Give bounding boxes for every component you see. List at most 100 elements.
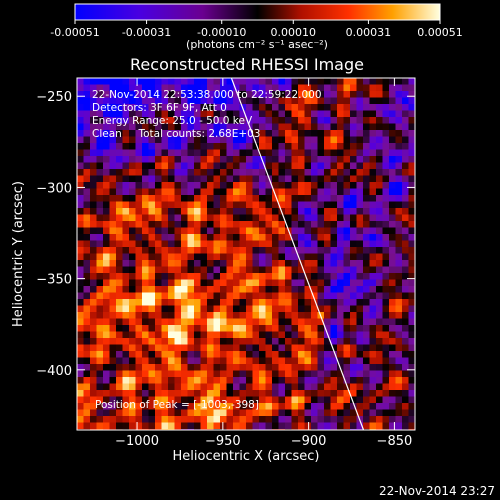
heatmap-cell — [90, 214, 98, 222]
heatmap-cell — [402, 234, 410, 242]
heatmap-cell — [389, 409, 397, 417]
heatmap-cell — [194, 130, 202, 138]
heatmap-cell — [109, 416, 117, 424]
heatmap-cell — [350, 162, 358, 170]
heatmap-cell — [155, 214, 163, 222]
heatmap-cell — [181, 299, 189, 307]
heatmap-cell — [330, 182, 338, 190]
heatmap-cell — [350, 123, 358, 131]
heatmap-cell — [155, 266, 163, 274]
heatmap-cell — [129, 201, 137, 209]
heatmap-cell — [278, 312, 286, 320]
heatmap-cell — [402, 97, 410, 105]
heatmap-cell — [246, 149, 254, 157]
heatmap-cell — [402, 149, 410, 157]
heatmap-cell — [135, 299, 143, 307]
heatmap-cell — [213, 344, 221, 352]
heatmap-cell — [103, 208, 111, 216]
heatmap-cell — [148, 422, 156, 430]
heatmap-cell — [252, 123, 260, 131]
heatmap-cell — [116, 344, 124, 352]
heatmap-cell — [285, 370, 293, 378]
heatmap-cell — [278, 156, 286, 164]
heatmap-cell — [233, 201, 241, 209]
heatmap-cell — [161, 279, 169, 287]
heatmap-cell — [402, 279, 410, 287]
heatmap-cell — [135, 227, 143, 235]
heatmap-cell — [382, 130, 390, 138]
heatmap-cell — [103, 253, 111, 261]
x-tick-label: −950 — [205, 434, 241, 449]
heatmap-cell — [226, 240, 234, 248]
heatmap-cell — [324, 149, 332, 157]
heatmap-cell — [252, 266, 260, 274]
heatmap-cell — [122, 175, 130, 183]
heatmap-cell — [109, 143, 117, 151]
heatmap-cell — [395, 130, 403, 138]
heatmap-cell — [285, 91, 293, 99]
heatmap-cell — [194, 117, 202, 125]
heatmap-cell — [213, 214, 221, 222]
heatmap-cell — [402, 260, 410, 268]
heatmap-cell — [382, 221, 390, 229]
heatmap-cell — [376, 305, 384, 313]
heatmap-cell — [265, 357, 273, 365]
heatmap-cell — [135, 357, 143, 365]
heatmap-cell — [239, 422, 247, 430]
heatmap-cell — [291, 84, 299, 92]
heatmap-cell — [129, 312, 137, 320]
heatmap-cell — [252, 234, 260, 242]
heatmap-cell — [116, 188, 124, 196]
heatmap-cell — [343, 208, 351, 216]
heatmap-cell — [200, 208, 208, 216]
heatmap-cell — [200, 78, 208, 86]
heatmap-cell — [363, 201, 371, 209]
heatmap-cell — [382, 305, 390, 313]
heatmap-cell — [109, 253, 117, 261]
heatmap-cell — [207, 416, 215, 424]
heatmap-cell — [291, 266, 299, 274]
heatmap-cell — [96, 273, 104, 281]
heatmap-cell — [200, 253, 208, 261]
heatmap-cell — [337, 84, 345, 92]
heatmap-cell — [96, 227, 104, 235]
heatmap-cell — [233, 292, 241, 300]
heatmap-cell — [408, 403, 415, 411]
heatmap-cell — [194, 84, 202, 92]
heatmap-cell — [148, 104, 156, 112]
heatmap-cell — [246, 136, 254, 144]
heatmap-cell — [181, 286, 189, 294]
heatmap-cell — [376, 110, 384, 118]
heatmap-cell — [311, 305, 319, 313]
heatmap-cell — [369, 409, 377, 417]
heatmap-cell — [395, 266, 403, 274]
heatmap-cell — [395, 208, 403, 216]
heatmap-cell — [96, 247, 104, 255]
heatmap-cell — [77, 390, 85, 398]
heatmap-cell — [194, 422, 202, 430]
heatmap-cell — [376, 84, 384, 92]
heatmap-cell — [278, 78, 286, 86]
heatmap-cell — [350, 136, 358, 144]
heatmap-cell — [122, 325, 130, 333]
heatmap-cell — [265, 149, 273, 157]
heatmap-cell — [356, 175, 364, 183]
heatmap-cell — [356, 396, 364, 404]
heatmap-cell — [239, 201, 247, 209]
heatmap-cell — [207, 390, 215, 398]
heatmap-cell — [220, 169, 228, 177]
heatmap-cell — [343, 247, 351, 255]
heatmap-cell — [142, 318, 150, 326]
heatmap-cell — [207, 169, 215, 177]
heatmap-cell — [265, 325, 273, 333]
heatmap-cell — [278, 91, 286, 99]
heatmap-cell — [109, 383, 117, 391]
heatmap-cell — [285, 318, 293, 326]
heatmap-cell — [161, 110, 169, 118]
heatmap-cell — [408, 253, 415, 261]
heatmap-cell — [207, 396, 215, 404]
heatmap-cell — [181, 195, 189, 203]
heatmap-cell — [233, 143, 241, 151]
heatmap-cell — [148, 338, 156, 346]
heatmap-cell — [350, 78, 358, 86]
